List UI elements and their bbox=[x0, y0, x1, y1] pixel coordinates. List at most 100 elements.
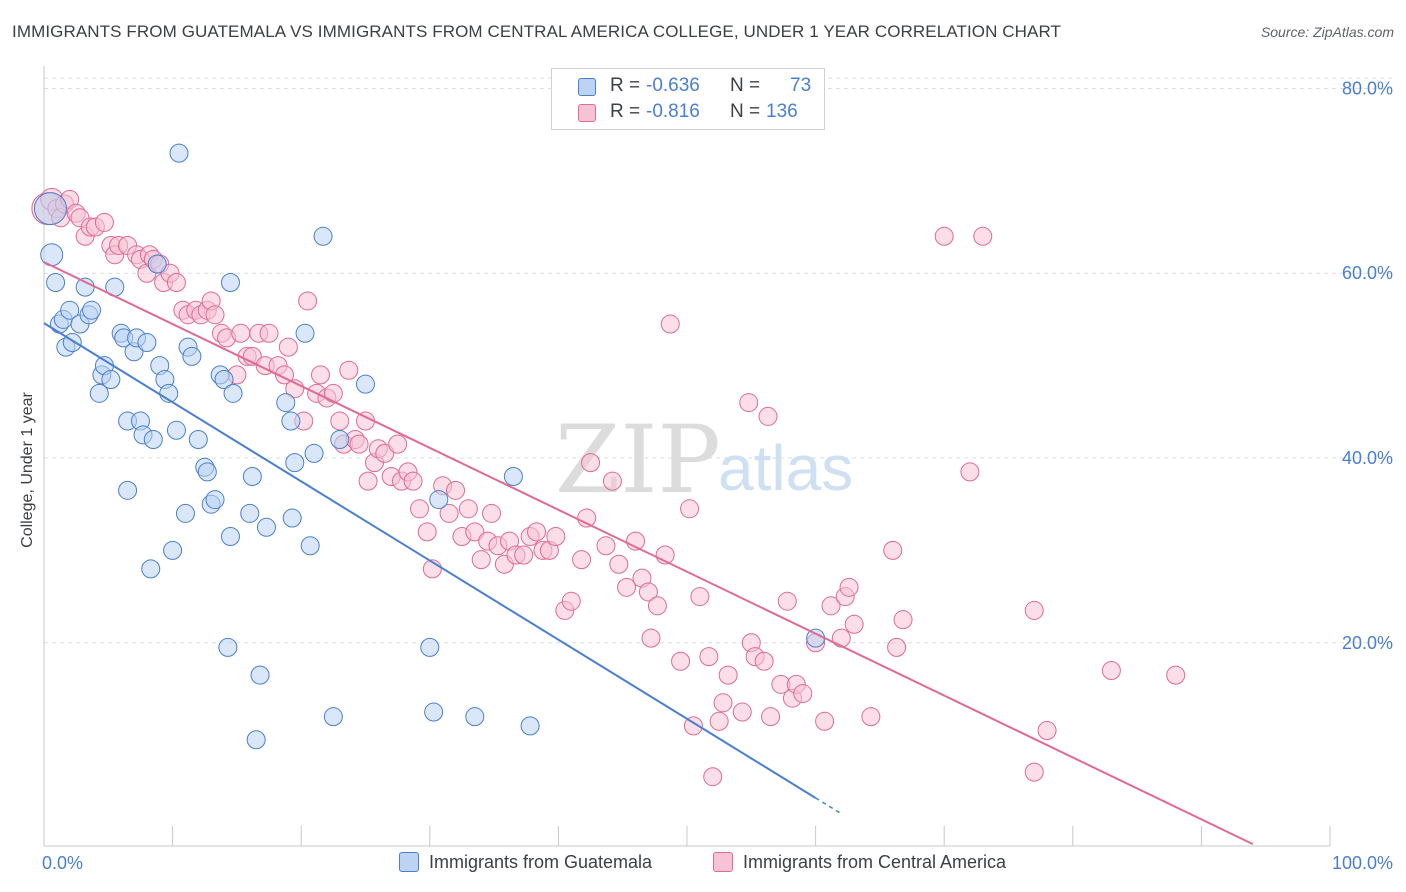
point-central-america bbox=[617, 577, 637, 597]
point-central-america bbox=[514, 545, 534, 565]
watermark-atlas: atlas bbox=[718, 432, 853, 504]
legend-swatch-central-america bbox=[713, 852, 733, 872]
chart-title: IMMIGRANTS FROM GUATEMALA VS IMMIGRANTS … bbox=[12, 22, 1062, 41]
point-central-america bbox=[793, 684, 813, 704]
n-value: 73 bbox=[790, 75, 812, 96]
point-guatemala bbox=[75, 277, 95, 297]
legend-swatch-guatemala bbox=[578, 78, 596, 96]
point-central-america bbox=[323, 383, 343, 403]
point-central-america bbox=[883, 540, 903, 560]
point-guatemala bbox=[118, 480, 138, 500]
point-guatemala bbox=[143, 430, 163, 450]
point-central-america bbox=[647, 596, 667, 616]
y-tick-label: 20.0% bbox=[1342, 633, 1393, 653]
point-central-america bbox=[375, 443, 395, 463]
point-central-america bbox=[641, 628, 661, 648]
point-central-america bbox=[713, 693, 733, 713]
point-guatemala bbox=[240, 503, 260, 523]
point-central-america bbox=[934, 226, 954, 246]
y-tick-label: 80.0% bbox=[1342, 78, 1393, 98]
point-central-america bbox=[839, 577, 859, 597]
point-central-america bbox=[1024, 600, 1044, 620]
point-guatemala bbox=[220, 527, 240, 547]
legend-item-central-america[interactable]: Immigrants from Central America bbox=[713, 852, 1006, 873]
r-label: R = bbox=[610, 75, 641, 96]
point-guatemala bbox=[182, 346, 202, 366]
point-guatemala bbox=[282, 508, 302, 528]
point-central-america bbox=[166, 272, 186, 292]
tick-labels: 20.0% 40.0% 60.0% 80.0% 0.0% 100.0% bbox=[42, 78, 1393, 873]
point-central-america bbox=[671, 651, 691, 671]
point-guatemala bbox=[520, 716, 540, 736]
point-central-america bbox=[572, 550, 592, 570]
point-guatemala bbox=[163, 540, 183, 560]
point-central-america bbox=[893, 610, 913, 630]
point-guatemala bbox=[60, 300, 80, 320]
point-central-america bbox=[777, 591, 797, 611]
point-central-america bbox=[887, 637, 907, 657]
watermark: ZIP atlas bbox=[555, 406, 853, 515]
watermark-zip: ZIP bbox=[555, 406, 721, 515]
point-guatemala bbox=[806, 628, 826, 648]
y-tick-label: 60.0% bbox=[1342, 263, 1393, 283]
correlation-legend: R = -0.636 N = 73 R = -0.816 N = 136 bbox=[551, 68, 825, 130]
point-central-america bbox=[660, 314, 680, 334]
legend-label-guatemala: Immigrants from Guatemala bbox=[429, 852, 653, 872]
n-label: N = bbox=[730, 75, 761, 96]
point-guatemala bbox=[197, 462, 217, 482]
point-central-america bbox=[546, 527, 566, 547]
point-guatemala bbox=[242, 466, 262, 486]
point-guatemala bbox=[285, 453, 305, 473]
point-guatemala bbox=[175, 503, 195, 523]
point-central-america bbox=[94, 212, 114, 232]
point-central-america bbox=[1101, 660, 1121, 680]
point-guatemala bbox=[429, 490, 449, 510]
legend-swatch-central-america bbox=[578, 104, 596, 122]
n-value: 136 bbox=[766, 101, 798, 122]
point-central-america bbox=[683, 716, 703, 736]
point-central-america bbox=[482, 503, 502, 523]
point-guatemala bbox=[465, 707, 485, 727]
point-guatemala bbox=[89, 383, 109, 403]
point-guatemala bbox=[246, 730, 266, 750]
point-central-america bbox=[471, 550, 491, 570]
point-guatemala bbox=[220, 272, 240, 292]
point-guatemala bbox=[424, 702, 444, 722]
point-central-america bbox=[758, 406, 778, 426]
point-guatemala bbox=[137, 333, 157, 353]
point-central-america bbox=[410, 499, 430, 519]
point-central-america bbox=[358, 471, 378, 491]
point-guatemala bbox=[356, 374, 375, 394]
point-central-america bbox=[527, 522, 547, 542]
r-value: -0.816 bbox=[646, 101, 700, 122]
point-central-america bbox=[821, 596, 841, 616]
r-value: -0.636 bbox=[646, 75, 700, 96]
legend-item-guatemala[interactable]: Immigrants from Guatemala bbox=[399, 852, 652, 873]
series-legend: Immigrants from Guatemala Immigrants fro… bbox=[0, 852, 1406, 878]
point-central-america bbox=[417, 522, 437, 542]
point-central-america bbox=[596, 536, 616, 556]
y-tick-label: 40.0% bbox=[1342, 448, 1393, 468]
trend-line-guatemala-extension bbox=[815, 797, 842, 815]
legend-label-central-america: Immigrants from Central America bbox=[743, 852, 1007, 872]
trend-line-central-america bbox=[43, 261, 1254, 846]
point-central-america bbox=[205, 305, 225, 325]
point-guatemala bbox=[304, 443, 324, 463]
point-central-america bbox=[609, 554, 629, 574]
point-central-america bbox=[761, 707, 781, 727]
point-guatemala bbox=[223, 383, 243, 403]
point-guatemala bbox=[33, 192, 67, 226]
r-label: R = bbox=[610, 101, 641, 122]
point-central-america bbox=[298, 291, 318, 311]
point-guatemala bbox=[82, 300, 102, 320]
n-label: N = bbox=[730, 101, 761, 122]
legend-swatch-guatemala bbox=[399, 852, 419, 872]
point-central-america bbox=[278, 337, 298, 357]
point-central-america bbox=[581, 453, 601, 473]
point-central-america bbox=[699, 647, 719, 667]
point-central-america bbox=[602, 471, 622, 491]
point-central-america bbox=[388, 434, 408, 454]
point-central-america bbox=[815, 711, 835, 731]
x-tick-label: 100.0% bbox=[1332, 853, 1393, 873]
